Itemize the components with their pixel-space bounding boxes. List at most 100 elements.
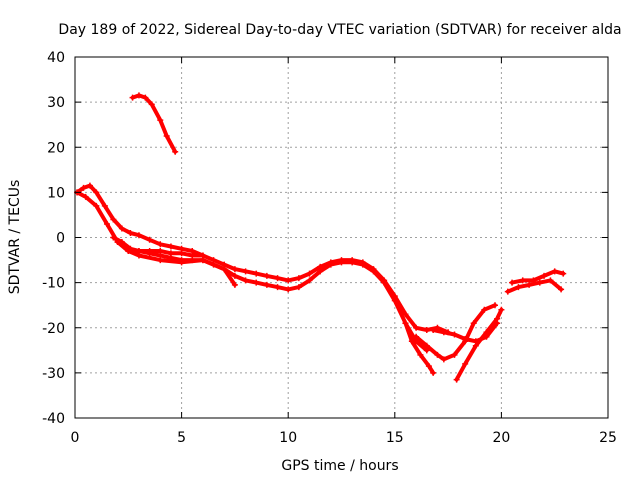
data-point-marker: [285, 277, 292, 284]
chart-title: Day 189 of 2022, Sidereal Day-to-day VTE…: [58, 22, 621, 38]
data-point-marker: [253, 270, 260, 277]
data-point-marker: [547, 277, 554, 284]
data-point-marker: [103, 220, 110, 227]
data-point-marker: [417, 351, 424, 358]
data-point-marker: [327, 261, 334, 268]
data-point-marker: [349, 259, 356, 266]
data-point-marker: [462, 360, 469, 367]
data-point-marker: [402, 320, 409, 327]
y-tick-label: 0: [56, 231, 65, 247]
data-point-marker: [408, 338, 415, 345]
axis-ticks: 0 5 10 15 20 25 -40 -30 -20 -10 0 10 20 30 40: [42, 50, 617, 446]
data-point-marker: [110, 234, 117, 241]
y-tick-label: -20: [42, 321, 65, 337]
data-point-marker: [118, 225, 125, 232]
data-point-marker: [93, 202, 100, 209]
grid-lines: [75, 57, 608, 418]
data-point-marker: [359, 261, 366, 268]
data-point-marker: [231, 266, 238, 273]
data-point-marker: [541, 272, 548, 279]
series-main-band-upper: [75, 183, 451, 335]
data-point-marker: [430, 369, 437, 376]
data-point-marker: [481, 306, 488, 313]
data-point-marker: [451, 351, 458, 358]
data-point-marker: [560, 270, 567, 277]
data-point-marker: [413, 333, 420, 340]
data-point-marker: [129, 94, 136, 101]
x-tick-label: 10: [279, 430, 297, 446]
data-point-marker: [494, 320, 501, 327]
data-point-marker: [440, 356, 447, 363]
data-point-marker: [551, 268, 558, 275]
data-point-marker: [472, 338, 479, 345]
series-middle-branch: [111, 235, 205, 258]
plot-series: [74, 92, 567, 383]
data-point-marker: [440, 329, 447, 336]
data-point-marker: [558, 286, 565, 293]
data-point-marker: [381, 279, 388, 286]
x-tick-label: 5: [177, 430, 186, 446]
data-point-marker: [189, 252, 196, 259]
data-point-marker: [498, 306, 505, 313]
data-point-marker: [242, 268, 249, 275]
data-point-marker: [526, 281, 533, 288]
data-point-marker: [451, 331, 458, 338]
data-point-marker: [515, 284, 522, 291]
data-point-marker: [504, 288, 511, 295]
x-tick-label: 25: [599, 430, 617, 446]
data-point-marker: [135, 252, 142, 259]
data-point-marker: [82, 193, 89, 200]
data-point-marker: [338, 259, 345, 266]
data-point-marker: [306, 270, 313, 277]
data-point-marker: [172, 148, 179, 155]
data-point-marker: [178, 259, 185, 266]
data-point-marker: [423, 342, 430, 349]
data-point-marker: [425, 363, 432, 370]
data-point-marker: [519, 277, 526, 284]
data-point-marker: [146, 248, 153, 255]
data-point-marker: [101, 202, 108, 209]
data-point-marker: [127, 229, 134, 236]
data-point-marker: [295, 284, 302, 291]
data-point-marker: [470, 320, 477, 327]
data-point-marker: [317, 268, 324, 275]
data-point-marker: [93, 189, 100, 196]
x-axis-label: GPS time / hours: [281, 458, 398, 474]
data-point-marker: [148, 101, 155, 108]
data-point-marker: [413, 324, 420, 331]
x-tick-label: 0: [71, 430, 80, 446]
data-point-marker: [231, 281, 238, 288]
x-tick-label: 15: [386, 430, 404, 446]
data-point-marker: [242, 277, 249, 284]
data-point-marker: [462, 336, 469, 343]
y-axis-label: SDTVAR / TECUs: [7, 180, 23, 295]
data-point-marker: [135, 92, 142, 99]
data-point-marker: [391, 297, 398, 304]
data-point-marker: [402, 311, 409, 318]
y-tick-label: -30: [42, 366, 65, 382]
data-point-marker: [163, 132, 170, 139]
data-point-marker: [125, 248, 132, 255]
data-point-marker: [114, 239, 121, 246]
data-point-marker: [430, 327, 437, 334]
y-tick-label: 20: [47, 140, 65, 156]
y-tick-label: 40: [47, 50, 65, 66]
data-point-marker: [509, 279, 516, 286]
data-point-marker: [167, 243, 174, 250]
data-point-marker: [530, 277, 537, 284]
data-point-marker: [157, 248, 164, 255]
y-tick-label: 30: [47, 95, 65, 111]
data-point-marker: [263, 272, 270, 279]
data-point-marker: [423, 327, 430, 334]
y-tick-label: -40: [42, 411, 65, 427]
data-point-marker: [142, 94, 149, 101]
data-point-marker: [157, 241, 164, 248]
data-point-marker: [253, 279, 260, 286]
data-point-marker: [274, 275, 281, 282]
data-point-marker: [483, 333, 490, 340]
data-point-marker: [370, 268, 377, 275]
data-point-marker: [285, 286, 292, 293]
x-tick-label: 20: [492, 430, 510, 446]
data-point-marker: [306, 277, 313, 284]
